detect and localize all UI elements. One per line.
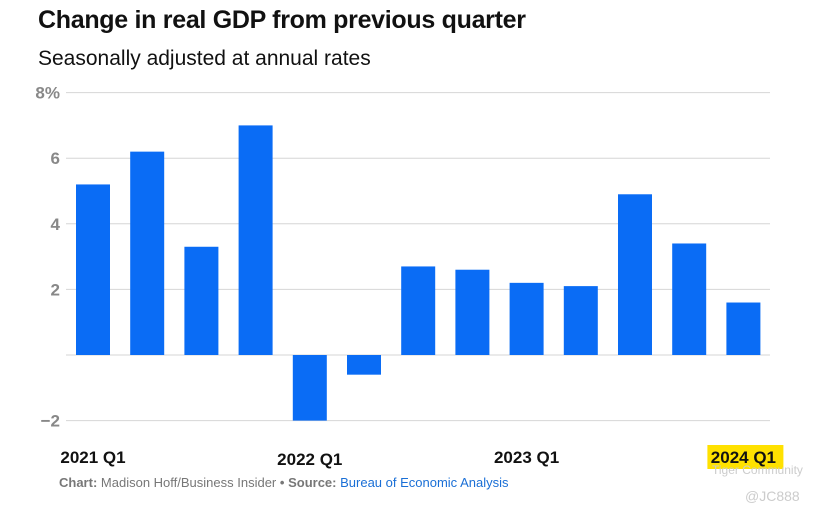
x-tick-label: 2022 Q1 — [277, 450, 342, 469]
x-tick-label: 2024 Q1 — [711, 448, 776, 467]
bar-2021-q3 — [184, 246, 219, 355]
y-tick-label: −2 — [41, 412, 60, 431]
source-label: Source: — [288, 475, 337, 490]
bar-2024-q1 — [726, 302, 761, 355]
bar-2023-q1 — [509, 282, 544, 355]
x-tick-highlight — [707, 445, 784, 469]
y-tick-label: 2 — [51, 280, 60, 299]
bar-2022-q4 — [455, 269, 490, 355]
chart-subtitle: Seasonally adjusted at annual rates — [38, 47, 371, 70]
bar-2023-q4 — [672, 243, 707, 355]
chart-credit: Chart: Madison Hoff/Business Insider • S… — [59, 475, 508, 490]
bar-2021-q4 — [238, 125, 273, 356]
x-tick-label: 2023 Q1 — [494, 448, 559, 467]
bar-2022-q2 — [347, 355, 381, 375]
bar-2023-q3 — [618, 194, 652, 355]
chart-author: Madison Hoff/Business Insider — [100, 475, 277, 490]
bar-2022-q3 — [401, 266, 436, 355]
credit-bullet: • — [279, 475, 285, 490]
chart-title: Change in real GDP from previous quarter — [38, 6, 526, 34]
bar-2021-q2 — [130, 151, 165, 355]
y-tick-label: 6 — [51, 149, 60, 168]
watermark-user: @JC888 — [745, 488, 800, 504]
watermark-brand: Tiger Community — [712, 463, 803, 477]
x-tick-label: 2021 Q1 — [60, 448, 125, 467]
source-link[interactable]: Bureau of Economic Analysis — [340, 475, 509, 490]
bar-2022-q1 — [292, 355, 327, 421]
chart-credit-label: Chart: — [59, 475, 98, 490]
bar-2023-q2 — [563, 286, 598, 355]
y-tick-label: 8% — [35, 84, 60, 103]
bar-2021-q1 — [76, 184, 110, 355]
y-tick-label: 4 — [51, 215, 61, 234]
